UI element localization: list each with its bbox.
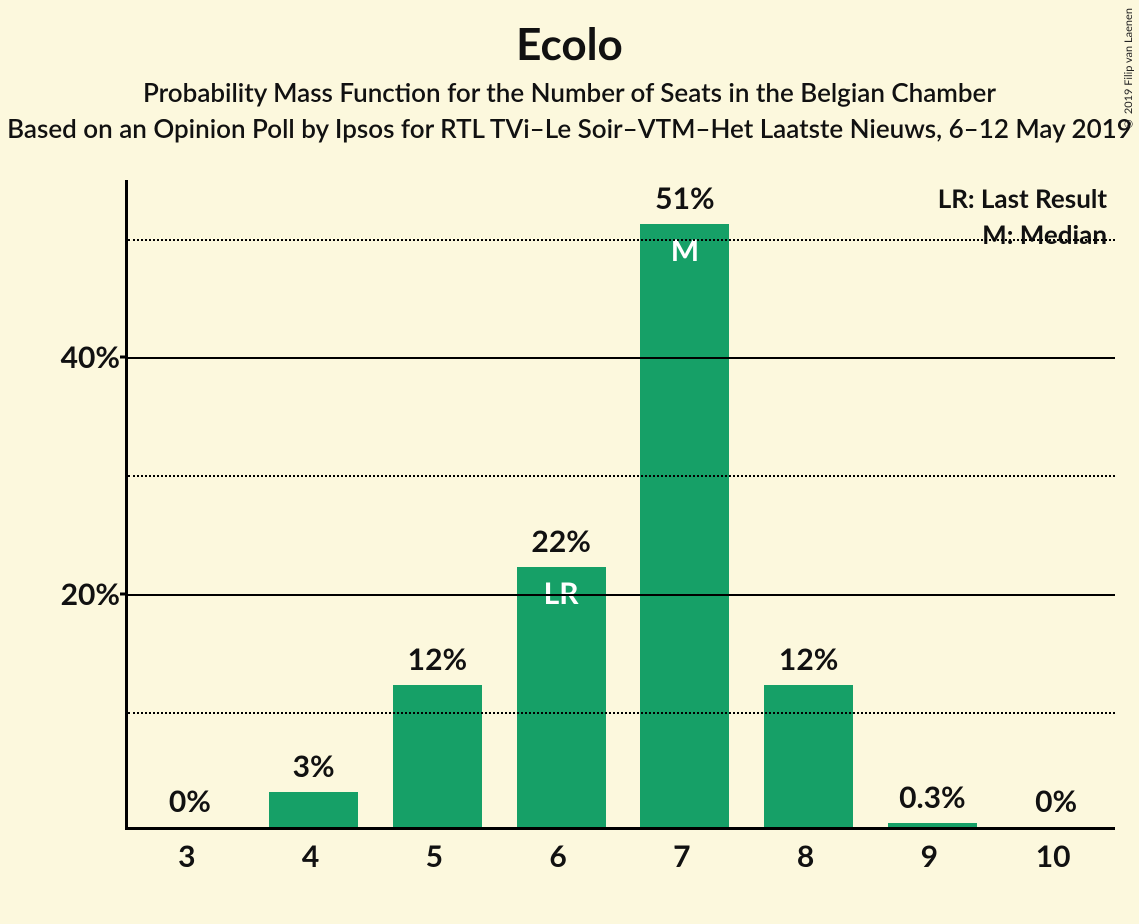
legend: LR: Last Result M: Median (938, 182, 1107, 254)
titles-block: Ecolo Probability Mass Function for the … (0, 0, 1139, 144)
legend-lr: LR: Last Result (938, 182, 1107, 214)
x-tick-label: 10 (1036, 838, 1071, 874)
gridline-minor (128, 239, 1115, 241)
x-tick-label: 5 (426, 838, 443, 874)
chart-subtitle: Probability Mass Function for the Number… (0, 76, 1139, 108)
chart-subtitle2: Based on an Opinion Poll by Ipsos for RT… (0, 112, 1139, 144)
bar (640, 224, 729, 827)
x-tick-label: 8 (797, 838, 814, 874)
copyright-text: © 2019 Filip van Laenen (1122, 8, 1135, 130)
bar-value-label: 51% (655, 180, 714, 216)
legend-m: M: Median (938, 218, 1107, 250)
bar-value-label: 0% (169, 783, 211, 819)
x-tick-label: 4 (302, 838, 319, 874)
gridline-minor (128, 712, 1115, 714)
plot-area: LR: Last Result M: Median 0%3%12%22%LR51… (125, 180, 1115, 830)
y-tick-mark (120, 592, 128, 595)
y-tick-mark (120, 356, 128, 359)
bar (764, 685, 853, 827)
x-tick-label: 6 (549, 838, 566, 874)
bar (269, 792, 358, 827)
bar-value-label: 0% (1035, 783, 1077, 819)
page-root: © 2019 Filip van Laenen Ecolo Probabilit… (0, 0, 1139, 924)
bar-value-label: 3% (293, 748, 335, 784)
y-tick-label: 40% (61, 339, 120, 375)
bar (393, 685, 482, 827)
bar (888, 823, 977, 827)
x-tick-label: 9 (921, 838, 938, 874)
bar-value-label: 22% (531, 523, 590, 559)
chart-title: Ecolo (0, 18, 1139, 70)
gridline-major (128, 594, 1115, 596)
gridline-major (128, 357, 1115, 359)
y-tick-label: 20% (61, 576, 120, 612)
bar-inner-label: M (671, 232, 699, 268)
x-tick-label: 7 (673, 838, 690, 874)
bar-value-label: 0.3% (899, 779, 966, 815)
bar-value-label: 12% (408, 641, 467, 677)
x-tick-label: 3 (178, 838, 195, 874)
chart-area: LR: Last Result M: Median 0%3%12%22%LR51… (20, 180, 1120, 880)
gridline-minor (128, 475, 1115, 477)
bar-value-label: 12% (779, 641, 838, 677)
